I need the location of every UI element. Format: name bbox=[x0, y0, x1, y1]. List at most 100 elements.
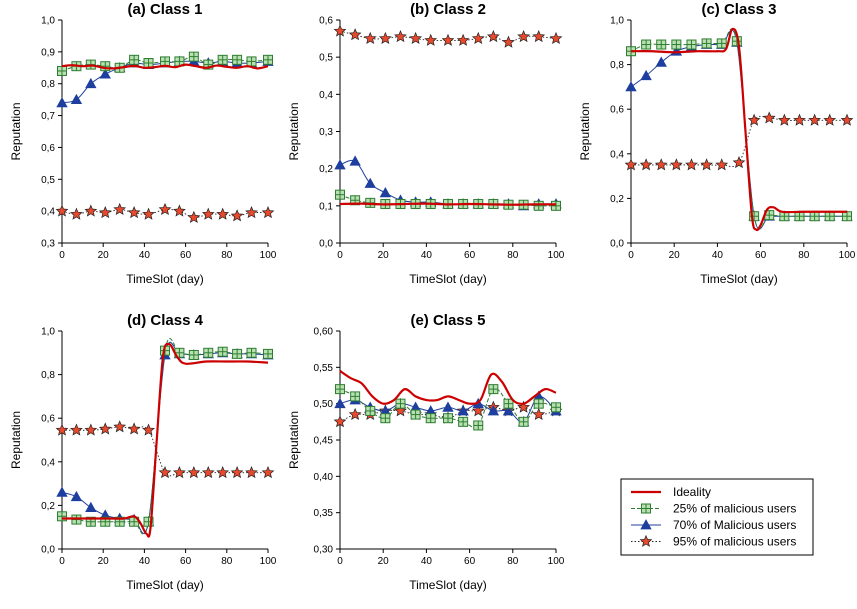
square-plus-marker bbox=[794, 211, 805, 222]
star-marker bbox=[762, 111, 776, 124]
legend-item-ideality: Ideality bbox=[631, 485, 711, 499]
square-plus-marker bbox=[335, 189, 345, 200]
series-line bbox=[630, 27, 847, 232]
y-tick-label: 0,50 bbox=[314, 399, 334, 410]
x-tick-label: 0 bbox=[59, 556, 65, 567]
series-ideality bbox=[61, 63, 269, 70]
square-plus-marker bbox=[842, 211, 852, 222]
y-tick-label: 0,2 bbox=[610, 194, 624, 205]
series-line bbox=[339, 202, 557, 206]
x-tick-label: 0 bbox=[59, 250, 65, 261]
series-malicious95 bbox=[333, 24, 563, 48]
x-tick-label: 40 bbox=[139, 250, 151, 261]
chart-legend: Ideality 25% of malicious users 70% of Mal… bbox=[620, 478, 814, 556]
star-marker bbox=[394, 30, 407, 43]
triangle-marker bbox=[85, 77, 97, 89]
x-tick-label: 100 bbox=[548, 556, 565, 567]
square-plus-marker bbox=[716, 38, 727, 49]
star-marker bbox=[532, 30, 546, 43]
triangle-marker bbox=[70, 490, 83, 502]
x-tick-label: 40 bbox=[139, 556, 151, 567]
star-marker bbox=[113, 202, 127, 215]
square-plus-marker bbox=[410, 409, 421, 420]
square-plus-marker bbox=[809, 211, 820, 222]
square-plus-marker bbox=[641, 503, 651, 514]
star-marker bbox=[669, 158, 683, 171]
y-tick-label: 0,8 bbox=[41, 370, 55, 381]
x-axis-label: TimeSlot (day) bbox=[126, 578, 204, 592]
y-tick-label: 0,55 bbox=[314, 363, 334, 374]
square-plus-marker bbox=[425, 413, 436, 424]
series-malicious95 bbox=[55, 202, 275, 223]
y-tick-label: 0,2 bbox=[41, 501, 55, 512]
y-axis-label: Reputation bbox=[578, 102, 592, 160]
y-axis-label: Reputation bbox=[287, 102, 301, 160]
star-marker bbox=[517, 30, 530, 43]
square-plus-marker bbox=[129, 54, 140, 65]
star-marker bbox=[216, 207, 230, 220]
x-tick-label: 100 bbox=[260, 250, 277, 261]
square-plus-marker bbox=[533, 200, 544, 211]
series-ideality bbox=[62, 342, 269, 538]
star-marker bbox=[245, 206, 258, 219]
x-axis-label: TimeSlot (day) bbox=[126, 272, 204, 286]
star-marker bbox=[486, 30, 500, 43]
y-tick-label: 0,4 bbox=[610, 149, 624, 160]
series-malicious95 bbox=[624, 111, 854, 171]
chart-panel-2: (b) Class 2 0,0 0,1 0,2 0,3 0,4 0,5 0,6 0 20 40 60 8… bbox=[287, 1, 565, 286]
triangle-marker bbox=[56, 486, 68, 497]
star-marker bbox=[700, 158, 713, 171]
series-malicious25 bbox=[335, 189, 561, 211]
triangle-marker bbox=[99, 68, 111, 79]
star-marker bbox=[127, 422, 141, 435]
y-tick-label: 0,4 bbox=[41, 457, 55, 468]
x-tick-label: 80 bbox=[798, 250, 810, 261]
star-marker bbox=[363, 31, 377, 45]
legend-item-malicious95: 95% of malicious users bbox=[631, 535, 796, 549]
star-marker bbox=[230, 209, 244, 222]
y-tick-label: 0,7 bbox=[41, 111, 55, 122]
square-plus-marker bbox=[57, 65, 67, 76]
star-marker bbox=[471, 404, 485, 417]
star-marker bbox=[747, 113, 761, 126]
star-marker bbox=[173, 204, 186, 217]
star-marker bbox=[394, 404, 407, 417]
triangle-marker bbox=[56, 97, 68, 108]
square-plus-marker bbox=[764, 210, 775, 221]
y-axis-label: Reputation bbox=[9, 411, 23, 469]
y-tick-label: 0,35 bbox=[314, 508, 334, 519]
triangle-marker bbox=[502, 405, 515, 416]
star-marker bbox=[823, 113, 837, 126]
star-marker bbox=[84, 204, 98, 217]
x-tick-label: 100 bbox=[839, 250, 856, 261]
square-plus-marker bbox=[232, 348, 243, 359]
y-tick-label: 0,5 bbox=[319, 53, 333, 64]
chart-title: (e) Class 5 bbox=[410, 312, 485, 329]
y-tick-label: 0,6 bbox=[41, 143, 55, 154]
square-plus-marker bbox=[232, 54, 243, 65]
star-marker bbox=[261, 465, 275, 479]
y-tick-label: 0,5 bbox=[41, 175, 55, 186]
star-marker bbox=[216, 465, 230, 479]
series-line bbox=[62, 342, 269, 538]
chart-panel-3: (c) Class 3 0,0 0,2 0,4 0,6 0,8 1,0 0 20 40 60 80 10… bbox=[578, 1, 856, 286]
star-marker bbox=[732, 156, 746, 169]
square-plus-marker bbox=[203, 347, 214, 358]
star-marker bbox=[113, 420, 127, 433]
square-plus-marker bbox=[824, 211, 835, 222]
legend-label: 25% of malicious users bbox=[673, 502, 796, 516]
triangle-marker bbox=[640, 69, 652, 81]
y-tick-label: 0,1 bbox=[319, 201, 333, 212]
triangle-marker bbox=[334, 159, 346, 170]
triangle-marker bbox=[70, 93, 83, 105]
star-marker bbox=[378, 31, 392, 45]
chart-title: (a) Class 1 bbox=[127, 1, 202, 18]
series-ideality bbox=[339, 370, 557, 405]
y-tick-label: 0,9 bbox=[41, 47, 55, 58]
x-tick-label: 0 bbox=[337, 556, 343, 567]
legend-label: Ideality bbox=[673, 485, 711, 499]
square-plus-marker bbox=[395, 398, 406, 409]
x-tick-label: 40 bbox=[421, 250, 433, 261]
triangle-marker bbox=[625, 81, 637, 92]
